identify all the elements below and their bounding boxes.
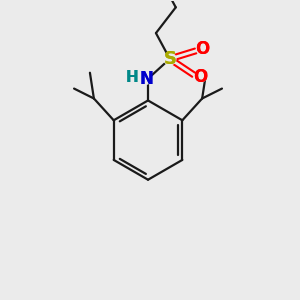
Circle shape	[127, 73, 137, 82]
Circle shape	[195, 71, 206, 82]
Text: S: S	[163, 50, 176, 68]
Text: H: H	[126, 70, 139, 85]
Text: O: O	[195, 40, 210, 58]
Circle shape	[164, 53, 176, 65]
Text: N: N	[139, 70, 153, 88]
Text: H: H	[126, 70, 139, 85]
Text: N: N	[139, 70, 153, 88]
Text: O: O	[194, 68, 208, 86]
Text: O: O	[194, 68, 208, 86]
Circle shape	[197, 44, 208, 54]
Text: S: S	[163, 50, 176, 68]
Circle shape	[141, 73, 152, 84]
Text: O: O	[195, 40, 210, 58]
